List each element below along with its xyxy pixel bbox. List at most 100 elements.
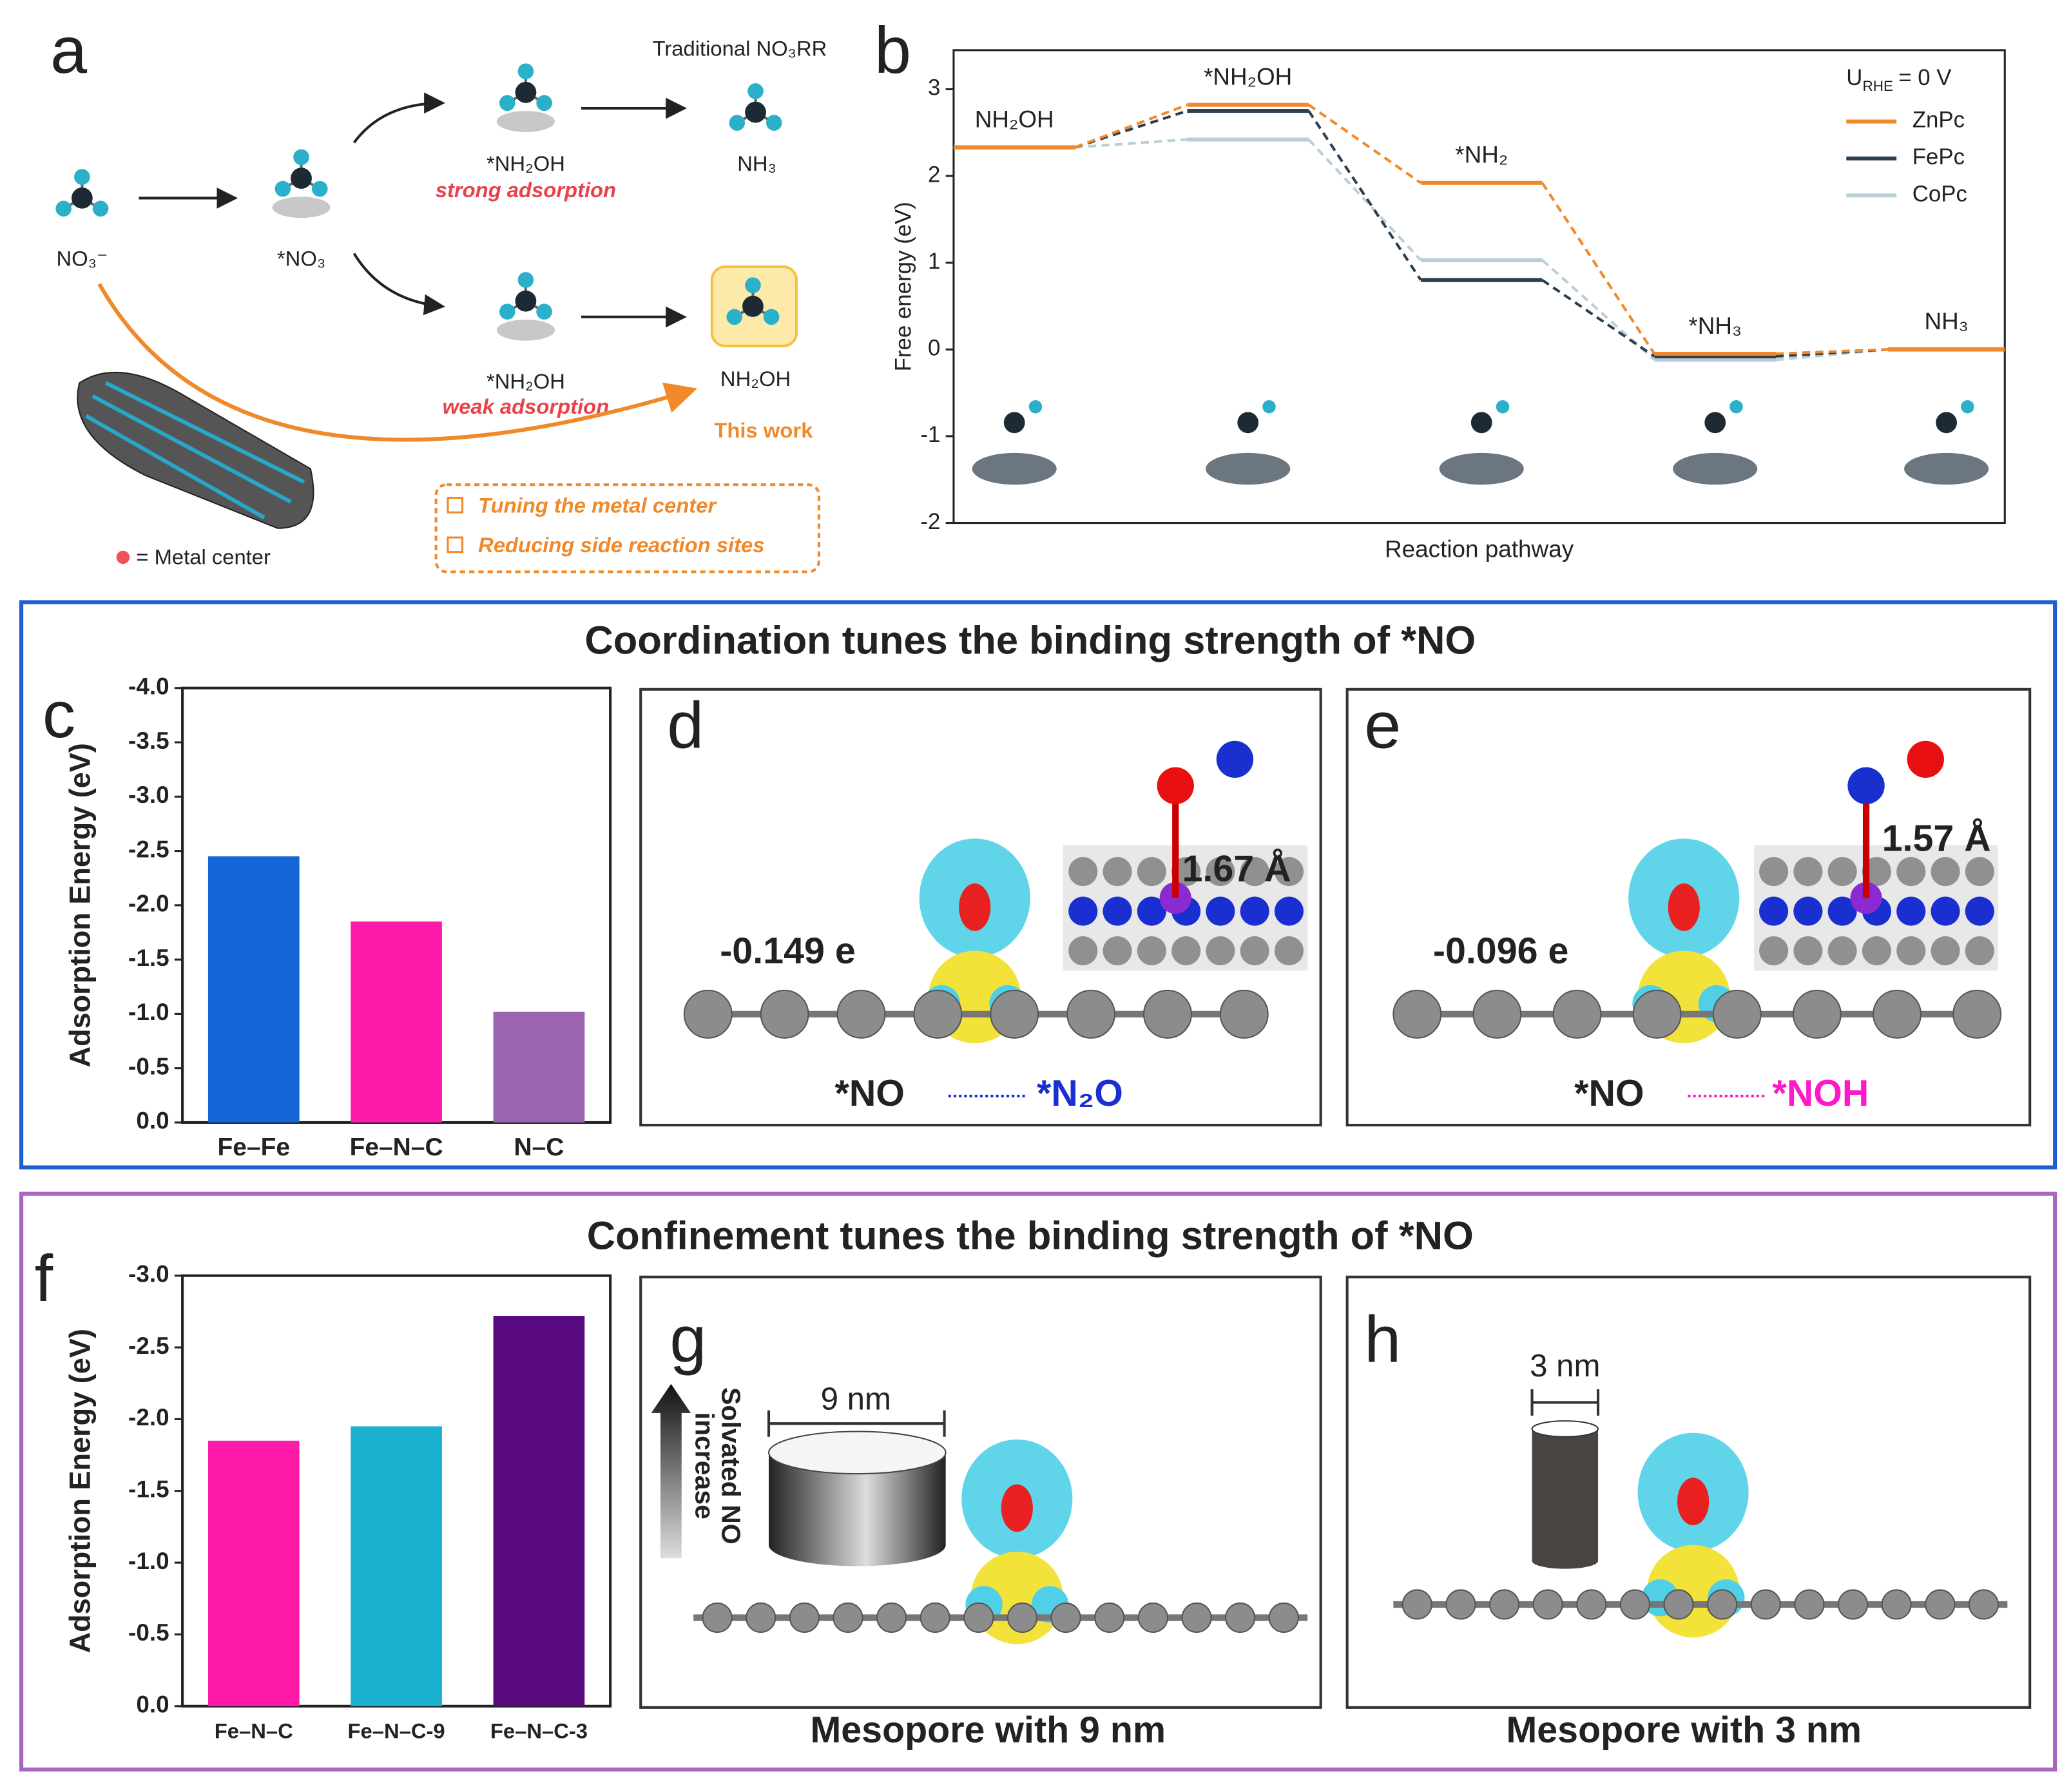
atom <box>1759 936 1789 966</box>
molecule-icon <box>1470 412 1492 434</box>
strategy: Reducing side reaction sites <box>478 533 764 557</box>
atom <box>1068 857 1098 887</box>
atom <box>1068 936 1098 966</box>
nanotube-pattern <box>84 381 305 520</box>
atom <box>1103 896 1132 926</box>
atom <box>1896 896 1926 926</box>
molecule-icon <box>1028 400 1043 414</box>
atom <box>536 303 552 320</box>
atom <box>536 95 552 111</box>
y-tick-label: -0.5 <box>128 1053 169 1079</box>
atom <box>1663 1589 1694 1620</box>
atom <box>1171 936 1201 966</box>
y-tick-label: -2.0 <box>128 891 169 917</box>
y-tick-label: -0.5 <box>128 1619 169 1646</box>
cylinder-bottom <box>1532 1553 1599 1569</box>
image-frame <box>1345 688 2032 1127</box>
atom <box>1274 936 1304 966</box>
connector <box>1307 104 1422 184</box>
connector <box>1074 103 1188 149</box>
image-frame <box>639 1275 1322 1709</box>
y-tick-label: -1.5 <box>128 1476 169 1502</box>
level-label: NH₃ <box>1924 308 1968 334</box>
atom <box>1931 857 1960 887</box>
surface-icon <box>1206 452 1291 485</box>
molecule-icon <box>1003 412 1025 434</box>
x-tick-label: Fe–N–C-9 <box>348 1719 445 1742</box>
atom <box>1103 936 1132 966</box>
atom <box>1793 857 1823 887</box>
atom <box>1219 990 1269 1039</box>
atom <box>747 83 764 99</box>
atom <box>1827 936 1857 966</box>
atom <box>990 990 1039 1039</box>
y-tick-label: 2 <box>928 162 940 187</box>
atom <box>1402 1589 1432 1620</box>
y-tick-label: -2.5 <box>128 836 169 862</box>
section-frame <box>19 600 2057 1170</box>
y-tick-label: -1.0 <box>128 1548 169 1574</box>
legend: = Metal center <box>136 545 271 569</box>
label: *NH₂OH <box>486 369 565 393</box>
level-label: NH₂OH <box>975 106 1054 132</box>
caption: Mesopore with 3 nm <box>1506 1710 1862 1751</box>
atom <box>729 115 746 131</box>
atom <box>517 63 534 79</box>
atom <box>293 149 309 166</box>
y-axis-label: Adsorption Energy (eV) <box>63 1329 96 1653</box>
connector <box>1775 348 1889 356</box>
panel-letter: d <box>667 688 704 762</box>
label: NO₃⁻ <box>56 246 108 270</box>
panel-letter: c <box>43 677 75 751</box>
checkbox <box>447 536 464 554</box>
y-tick-label: 3 <box>928 75 940 101</box>
atom <box>920 1602 950 1633</box>
legend-title-part: RHE <box>1862 78 1893 94</box>
atom <box>1793 990 1842 1039</box>
section-frame <box>19 1191 2057 1772</box>
atom <box>1576 1589 1607 1620</box>
atom <box>789 1602 820 1633</box>
legend-title-part: U <box>1846 65 1862 90</box>
section-title: Confinement tunes the binding strength o… <box>587 1214 1474 1258</box>
connector <box>1307 139 1422 262</box>
x-axis-label: Reaction pathway <box>1385 535 1574 562</box>
atom <box>1472 990 1522 1039</box>
plot-frame <box>952 49 2006 525</box>
atom <box>275 180 291 197</box>
section-title: Coordination tunes the binding strength … <box>584 618 1476 662</box>
atom <box>1619 1589 1650 1620</box>
atom <box>1488 1589 1520 1620</box>
connector <box>1541 182 1656 355</box>
atom <box>1206 857 1235 887</box>
y-tick-label: 0.0 <box>136 1108 169 1134</box>
panel-a: Traditional NO₃RR NO₃⁻ *NO₃ *NH₂OH stron… <box>55 37 827 573</box>
panel-letter: e <box>1364 688 1401 762</box>
cylinder-top <box>1531 1420 1599 1438</box>
strategy-box <box>434 483 820 573</box>
label: *NO₃ <box>277 246 325 270</box>
atom <box>1896 857 1926 887</box>
charge: -0.096 e <box>1433 930 1569 972</box>
atom <box>1137 896 1166 926</box>
atom <box>742 296 764 317</box>
note: weak adsorption <box>443 394 610 418</box>
level-label: *NH₃ <box>1688 313 1742 339</box>
y-tick-label: 1 <box>928 249 940 274</box>
cylinder-top <box>768 1431 947 1475</box>
atom <box>1094 1602 1125 1633</box>
y-tick-label: 0.0 <box>136 1691 169 1718</box>
charge: -0.149 e <box>720 930 856 972</box>
atom <box>1837 1589 1869 1620</box>
y-tick-label: -3.0 <box>128 1260 169 1287</box>
species: *NOH <box>1773 1073 1869 1114</box>
connector <box>1307 110 1422 281</box>
atom <box>1137 936 1166 966</box>
atom <box>515 290 537 312</box>
note: This work <box>714 418 813 442</box>
arrow-label: Solvated NO <box>717 1387 746 1545</box>
molecule-icon <box>1961 400 1974 414</box>
atom <box>1050 1602 1081 1633</box>
atom <box>1157 767 1194 805</box>
arrow <box>352 253 445 316</box>
